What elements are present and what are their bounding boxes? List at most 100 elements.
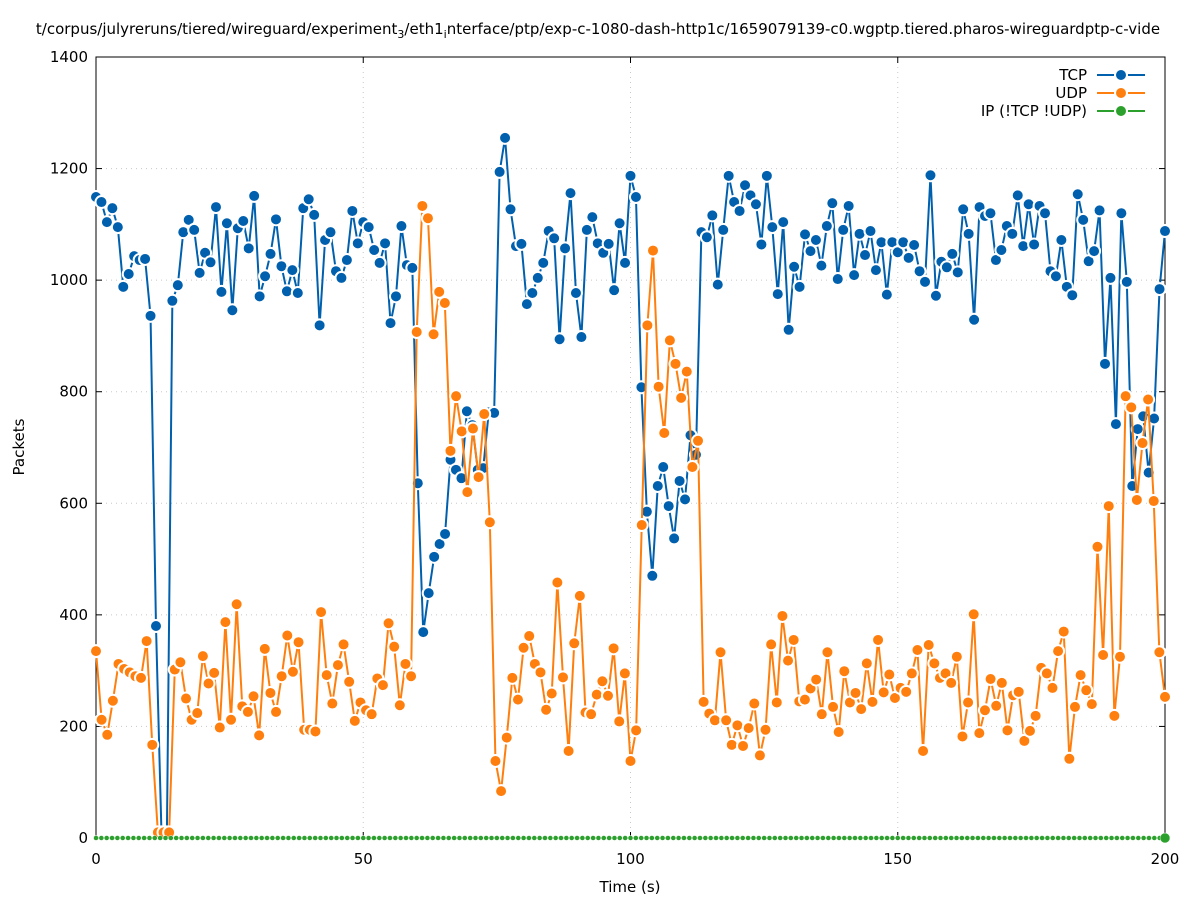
data-point: [601, 835, 607, 841]
data-point: [916, 743, 931, 758]
legend-marker: [1114, 104, 1128, 118]
data-point: [1011, 684, 1026, 699]
data-point: [772, 835, 778, 841]
data-point: [459, 404, 474, 419]
data-point: [503, 202, 518, 217]
data-point: [1082, 835, 1088, 841]
data-point: [93, 835, 99, 841]
data-point: [585, 210, 600, 225]
data-point: [787, 259, 802, 274]
data-point: [526, 835, 532, 841]
data-point: [398, 656, 413, 671]
data-point: [640, 318, 655, 333]
data-point: [1056, 624, 1071, 639]
data-point: [969, 835, 976, 841]
data-point: [628, 190, 643, 205]
data-point: [344, 835, 350, 841]
data-point: [797, 692, 812, 707]
data-point: [1098, 835, 1104, 841]
data-point: [547, 231, 562, 246]
title-part: t/corpus/julyreruns/tiered/wireguard/exp…: [36, 20, 398, 38]
data-point: [1119, 274, 1134, 289]
data-point: [168, 835, 174, 841]
data-point: [558, 241, 573, 256]
data-point: [1159, 832, 1171, 844]
data-point: [146, 835, 153, 841]
data-point: [224, 712, 239, 727]
data-point: [274, 835, 281, 841]
data-point: [333, 835, 340, 841]
data-point: [820, 645, 835, 660]
data-point: [634, 518, 649, 533]
data-point: [685, 460, 700, 475]
data-point: [438, 526, 453, 541]
data-point: [718, 835, 725, 841]
data-point: [713, 645, 728, 660]
data-point: [1146, 835, 1152, 841]
data-point: [498, 130, 513, 145]
data-point: [847, 268, 862, 283]
data-point: [94, 195, 109, 210]
y-tick-label: 0: [78, 829, 88, 847]
data-point: [416, 625, 431, 640]
data-point: [721, 168, 736, 183]
data-point: [242, 835, 249, 841]
data-point: [404, 669, 419, 684]
data-point: [639, 504, 654, 519]
data-point: [387, 639, 402, 654]
data-point: [830, 272, 845, 287]
data-point: [617, 835, 623, 841]
data-point: [943, 835, 949, 841]
data-point: [307, 207, 322, 222]
data-point: [103, 835, 110, 841]
data-point: [756, 835, 762, 841]
data-point: [983, 672, 998, 687]
data-point: [989, 698, 1004, 713]
data-point: [214, 284, 229, 299]
data-point: [705, 208, 720, 223]
data-point: [994, 675, 1009, 690]
data-point: [148, 619, 163, 634]
data-point: [241, 241, 256, 256]
data-point: [383, 316, 398, 331]
legend-marker: [1114, 68, 1128, 82]
data-point: [1112, 649, 1127, 664]
data-point: [788, 835, 794, 841]
data-point: [607, 283, 622, 298]
data-point: [435, 835, 441, 841]
data-point: [568, 285, 583, 300]
data-point: [765, 220, 780, 235]
data-point: [173, 835, 179, 841]
data-point: [125, 835, 131, 841]
data-point: [1062, 751, 1077, 766]
data-point: [1073, 668, 1088, 683]
data-point: [505, 670, 520, 685]
data-point: [105, 693, 120, 708]
data-point: [567, 636, 582, 651]
data-point: [691, 835, 698, 841]
data-point: [258, 269, 273, 284]
data-point: [563, 835, 570, 841]
data-point: [192, 265, 207, 280]
data-point: [301, 835, 308, 841]
x-axis-label: Time (s): [599, 878, 661, 896]
data-point: [1027, 237, 1042, 252]
data-point: [568, 835, 575, 841]
data-point: [119, 835, 126, 841]
data-point: [184, 835, 190, 841]
data-point: [889, 835, 896, 841]
data-point: [650, 478, 665, 493]
data-point: [510, 692, 525, 707]
data-point: [745, 835, 751, 841]
x-tick-label: 150: [883, 850, 912, 868]
data-point: [884, 835, 890, 841]
data-point: [618, 255, 633, 270]
data-point: [1087, 835, 1093, 841]
data-point: [758, 722, 773, 737]
data-point: [105, 201, 120, 216]
data-point: [253, 835, 260, 841]
data-point: [617, 666, 632, 681]
data-point: [203, 255, 218, 270]
data-point: [681, 835, 687, 841]
data-point: [882, 667, 897, 682]
